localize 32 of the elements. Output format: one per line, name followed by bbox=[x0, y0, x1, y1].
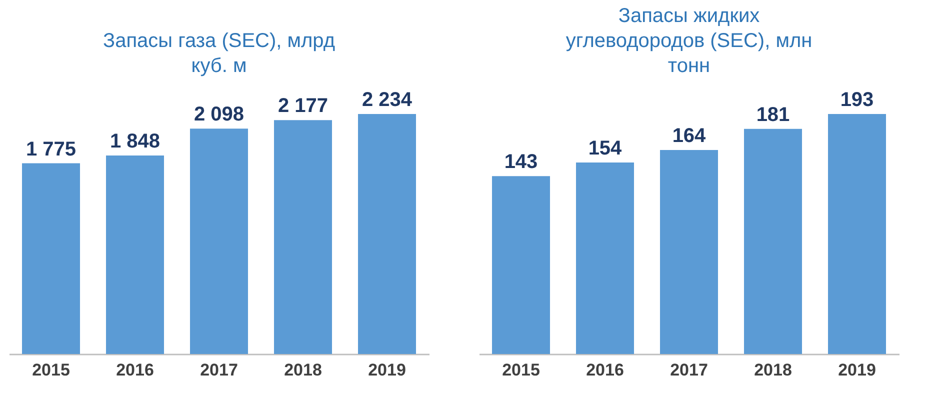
bar bbox=[106, 155, 164, 354]
x-tick-label: 2018 bbox=[284, 360, 322, 380]
x-tick-label: 2017 bbox=[670, 360, 708, 380]
bar bbox=[576, 162, 634, 354]
x-tick-label: 2019 bbox=[838, 360, 876, 380]
x-tick-label: 2016 bbox=[116, 360, 154, 380]
data-label: 1 775 bbox=[26, 138, 76, 160]
x-tick-label: 2015 bbox=[32, 360, 70, 380]
bar bbox=[660, 150, 718, 354]
bar bbox=[190, 128, 248, 354]
bar bbox=[744, 128, 802, 354]
x-tick-label: 2017 bbox=[200, 360, 238, 380]
data-label: 2 098 bbox=[194, 104, 244, 126]
x-tick-label: 2019 bbox=[368, 360, 406, 380]
x-tick-label: 2016 bbox=[586, 360, 624, 380]
chart-title: Запасы жидких углеводородов (SEC), млн тонн bbox=[566, 5, 812, 77]
data-label: 143 bbox=[504, 151, 538, 174]
bar bbox=[274, 120, 332, 354]
data-label: 2 177 bbox=[278, 95, 328, 118]
data-label: 2 234 bbox=[362, 89, 413, 111]
data-label: 193 bbox=[840, 89, 874, 111]
data-label: 154 bbox=[588, 137, 623, 160]
data-label: 1 848 bbox=[110, 130, 160, 152]
chart-title: Запасы газа (SEC), млрд куб. м bbox=[102, 30, 336, 77]
bar bbox=[492, 176, 550, 354]
x-tick-label: 2015 bbox=[502, 360, 540, 380]
bar bbox=[358, 114, 416, 354]
data-label: 181 bbox=[756, 104, 790, 126]
bar bbox=[22, 163, 80, 354]
x-tick-label: 2018 bbox=[754, 360, 792, 380]
data-label: 164 bbox=[672, 125, 707, 148]
bar bbox=[828, 114, 886, 354]
